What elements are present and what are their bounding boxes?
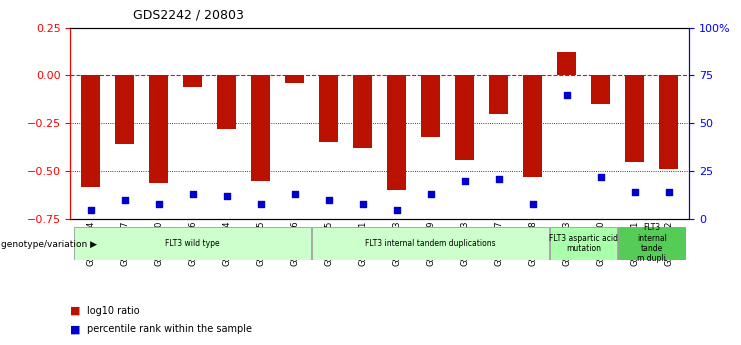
Point — [323, 197, 335, 203]
Bar — [319, 76, 338, 142]
Bar — [184, 76, 202, 87]
Point — [357, 201, 369, 207]
Point — [493, 176, 505, 181]
Text: FLT3 aspartic acid
mutation: FLT3 aspartic acid mutation — [549, 234, 618, 253]
Point — [153, 201, 165, 207]
Text: ■: ■ — [70, 306, 81, 315]
Bar — [150, 76, 168, 183]
Bar — [489, 76, 508, 114]
Point — [629, 189, 641, 195]
Point — [391, 207, 402, 212]
FancyBboxPatch shape — [619, 227, 685, 260]
Text: genotype/variation ▶: genotype/variation ▶ — [1, 240, 98, 249]
Text: log10 ratio: log10 ratio — [87, 306, 139, 315]
Point — [255, 201, 267, 207]
Bar — [625, 76, 644, 161]
FancyBboxPatch shape — [75, 227, 311, 260]
Bar — [285, 76, 304, 83]
Point — [289, 191, 301, 197]
Bar — [353, 76, 372, 148]
Point — [221, 193, 233, 199]
Bar — [557, 52, 576, 76]
Text: FLT3
internal
tande
m dupli: FLT3 internal tande m dupli — [637, 223, 667, 263]
Point — [595, 174, 607, 180]
Point — [425, 191, 436, 197]
Bar — [251, 76, 270, 181]
Point — [187, 191, 199, 197]
FancyBboxPatch shape — [551, 227, 617, 260]
Bar — [82, 76, 100, 187]
Bar — [659, 76, 678, 169]
Bar — [388, 76, 406, 190]
Text: percentile rank within the sample: percentile rank within the sample — [87, 325, 252, 334]
Point — [527, 201, 539, 207]
Bar — [116, 76, 134, 145]
Point — [119, 197, 130, 203]
Point — [85, 207, 97, 212]
Text: ■: ■ — [70, 325, 81, 334]
Point — [459, 178, 471, 184]
Text: FLT3 wild type: FLT3 wild type — [165, 239, 220, 248]
Text: FLT3 internal tandem duplications: FLT3 internal tandem duplications — [365, 239, 496, 248]
Bar — [591, 76, 610, 104]
Bar — [456, 76, 474, 160]
Point — [662, 189, 674, 195]
Bar — [523, 76, 542, 177]
Text: GDS2242 / 20803: GDS2242 / 20803 — [133, 9, 245, 22]
FancyBboxPatch shape — [313, 227, 549, 260]
Point — [561, 92, 573, 97]
Bar — [217, 76, 236, 129]
Bar — [422, 76, 440, 137]
